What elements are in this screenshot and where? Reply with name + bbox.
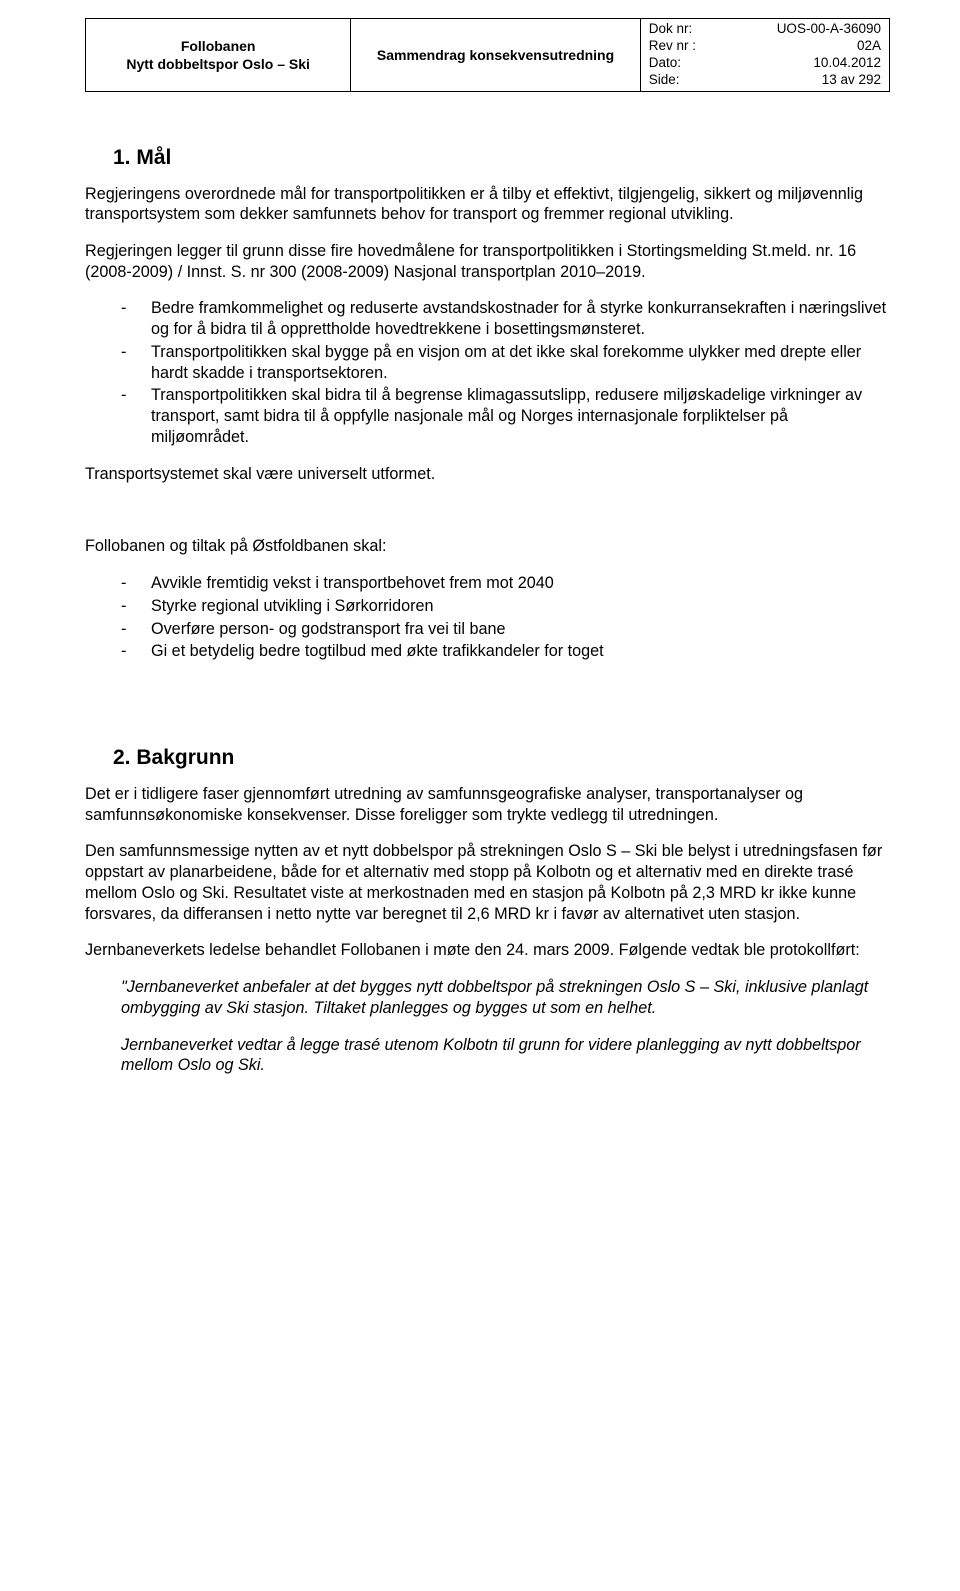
spacer (85, 678, 890, 700)
meta-label: Rev nr : (649, 38, 696, 55)
section-2-heading: 2. Bakgrunn (113, 746, 890, 770)
header-col1: Follobanen Nytt dobbeltspor Oslo – Ski (86, 19, 351, 92)
meta-row: Rev nr : 02A (649, 38, 881, 55)
header-col3: Dok nr: UOS-00-A-36090 Rev nr : 02A Dato… (640, 19, 889, 92)
meta-label: Dato: (649, 55, 681, 72)
document-page: Follobanen Nytt dobbeltspor Oslo – Ski S… (0, 0, 960, 1591)
list-item: Overføre person- og godstransport fra ve… (121, 619, 890, 640)
spacer (85, 500, 890, 536)
paragraph: Den samfunnsmessige nytten av et nytt do… (85, 841, 890, 924)
meta-row: Dok nr: UOS-00-A-36090 (649, 21, 881, 38)
meta-label: Dok nr: (649, 21, 693, 38)
list-item: Transportpolitikken skal bidra til å beg… (121, 385, 890, 447)
paragraph: Transportsystemet skal være universelt u… (85, 464, 890, 485)
header-col2: Sammendrag konsekvensutredning (351, 19, 640, 92)
list-item: Styrke regional utvikling i Sørkorridore… (121, 596, 890, 617)
section-1-heading: 1. Mål (113, 146, 890, 170)
meta-value: 10.04.2012 (813, 55, 881, 72)
paragraph: Jernbaneverkets ledelse behandlet Follob… (85, 940, 890, 961)
header-doc-title: Sammendrag konsekvensutredning (377, 47, 614, 63)
document-header-table: Follobanen Nytt dobbeltspor Oslo – Ski S… (85, 18, 890, 92)
header-project-name: Follobanen (94, 37, 342, 55)
meta-label: Side: (649, 72, 680, 89)
bullet-list: Bedre framkommelighet og reduserte avsta… (85, 298, 890, 447)
list-item: Bedre framkommelighet og reduserte avsta… (121, 298, 890, 339)
quote-paragraph: Jernbaneverket vedtar å legge trasé uten… (121, 1035, 880, 1076)
meta-row: Dato: 10.04.2012 (649, 55, 881, 72)
quote-paragraph: "Jernbaneverket anbefaler at det bygges … (121, 977, 880, 1018)
paragraph: Follobanen og tiltak på Østfoldbanen ska… (85, 536, 890, 557)
meta-value: UOS-00-A-36090 (777, 21, 881, 38)
header-project-subtitle: Nytt dobbeltspor Oslo – Ski (94, 55, 342, 73)
paragraph: Regjeringen legger til grunn disse fire … (85, 241, 890, 282)
list-item: Avvikle fremtidig vekst i transportbehov… (121, 573, 890, 594)
bullet-list: Avvikle fremtidig vekst i transportbehov… (85, 573, 890, 662)
list-item: Gi et betydelig bedre togtilbud med økte… (121, 641, 890, 662)
meta-value: 13 av 292 (822, 72, 881, 89)
paragraph: Det er i tidligere faser gjennomført utr… (85, 784, 890, 825)
list-item: Transportpolitikken skal bygge på en vis… (121, 342, 890, 383)
paragraph: Regjeringens overordnede mål for transpo… (85, 184, 890, 225)
meta-value: 02A (857, 38, 881, 55)
meta-row: Side: 13 av 292 (649, 72, 881, 89)
